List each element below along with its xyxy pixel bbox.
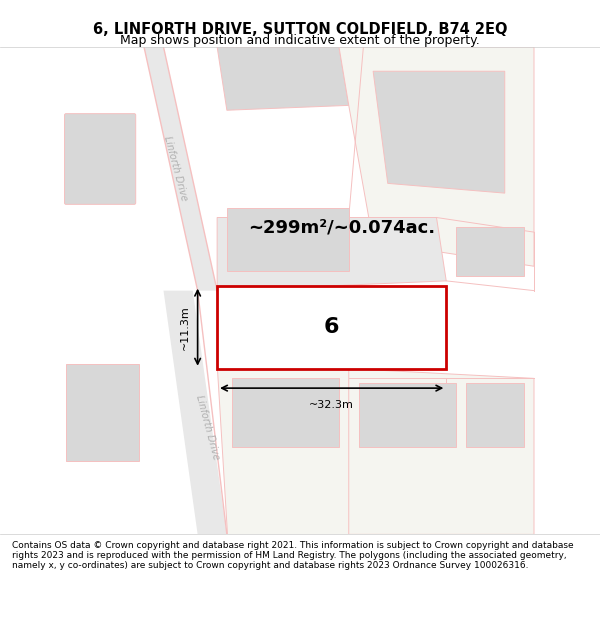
Bar	[232, 378, 339, 447]
Polygon shape	[373, 71, 505, 193]
Text: 6, LINFORTH DRIVE, SUTTON COLDFIELD, B74 2EQ: 6, LINFORTH DRIVE, SUTTON COLDFIELD, B74…	[93, 22, 507, 37]
Bar	[466, 383, 524, 447]
Polygon shape	[217, 217, 446, 291]
Text: Linforth Drive: Linforth Drive	[162, 135, 189, 202]
Polygon shape	[349, 369, 534, 534]
Polygon shape	[163, 291, 227, 534]
Bar	[359, 383, 456, 447]
Text: Contains OS data © Crown copyright and database right 2021. This information is : Contains OS data © Crown copyright and d…	[12, 541, 574, 571]
Text: ~11.3m: ~11.3m	[181, 305, 190, 349]
FancyBboxPatch shape	[65, 114, 136, 204]
Polygon shape	[217, 47, 349, 110]
Bar	[227, 208, 349, 271]
Bar	[456, 228, 524, 276]
Polygon shape	[217, 369, 349, 534]
Text: Linforth Drive: Linforth Drive	[194, 394, 221, 461]
Bar	[217, 286, 446, 369]
Polygon shape	[144, 47, 217, 291]
Text: ~32.3m: ~32.3m	[309, 400, 354, 410]
Text: ~299m²/~0.074ac.: ~299m²/~0.074ac.	[248, 218, 435, 236]
Text: 6: 6	[324, 317, 340, 338]
Bar	[66, 364, 139, 461]
Text: Map shows position and indicative extent of the property.: Map shows position and indicative extent…	[120, 34, 480, 48]
Polygon shape	[339, 47, 534, 266]
